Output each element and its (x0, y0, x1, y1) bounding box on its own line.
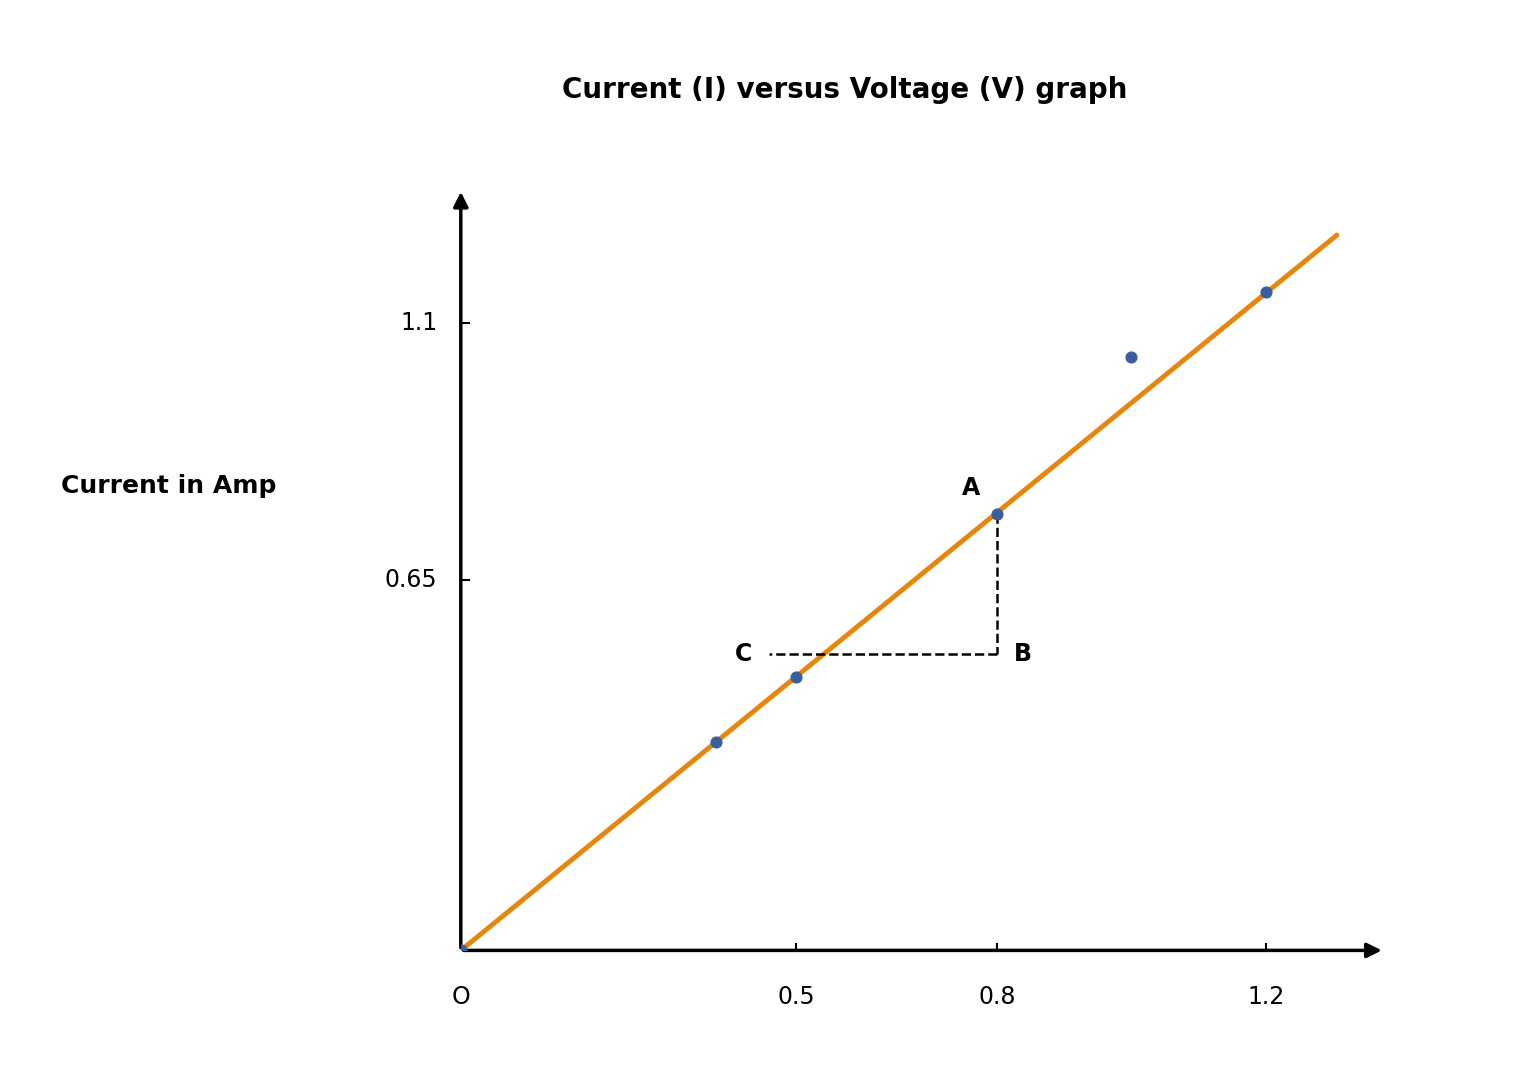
Point (985, 505, 1009, 523)
Text: 0.8: 0.8 (978, 985, 1017, 1009)
Text: 0.65: 0.65 (384, 568, 438, 592)
Text: B: B (1014, 642, 1032, 665)
Text: O: O (452, 985, 470, 1009)
Point (1253, 283, 1278, 300)
Text: Current (I) versus Voltage (V) graph: Current (I) versus Voltage (V) graph (562, 76, 1127, 104)
Text: 1.2: 1.2 (1247, 985, 1284, 1009)
Point (703, 733, 728, 751)
Text: A: A (962, 476, 980, 500)
Text: C: C (736, 642, 753, 665)
Text: Current in Amp: Current in Amp (61, 474, 276, 498)
Point (1120, 349, 1144, 366)
Point (783, 667, 808, 685)
Text: 1.1: 1.1 (401, 311, 438, 335)
Text: 0.5: 0.5 (777, 985, 816, 1009)
Point (449, 942, 473, 959)
